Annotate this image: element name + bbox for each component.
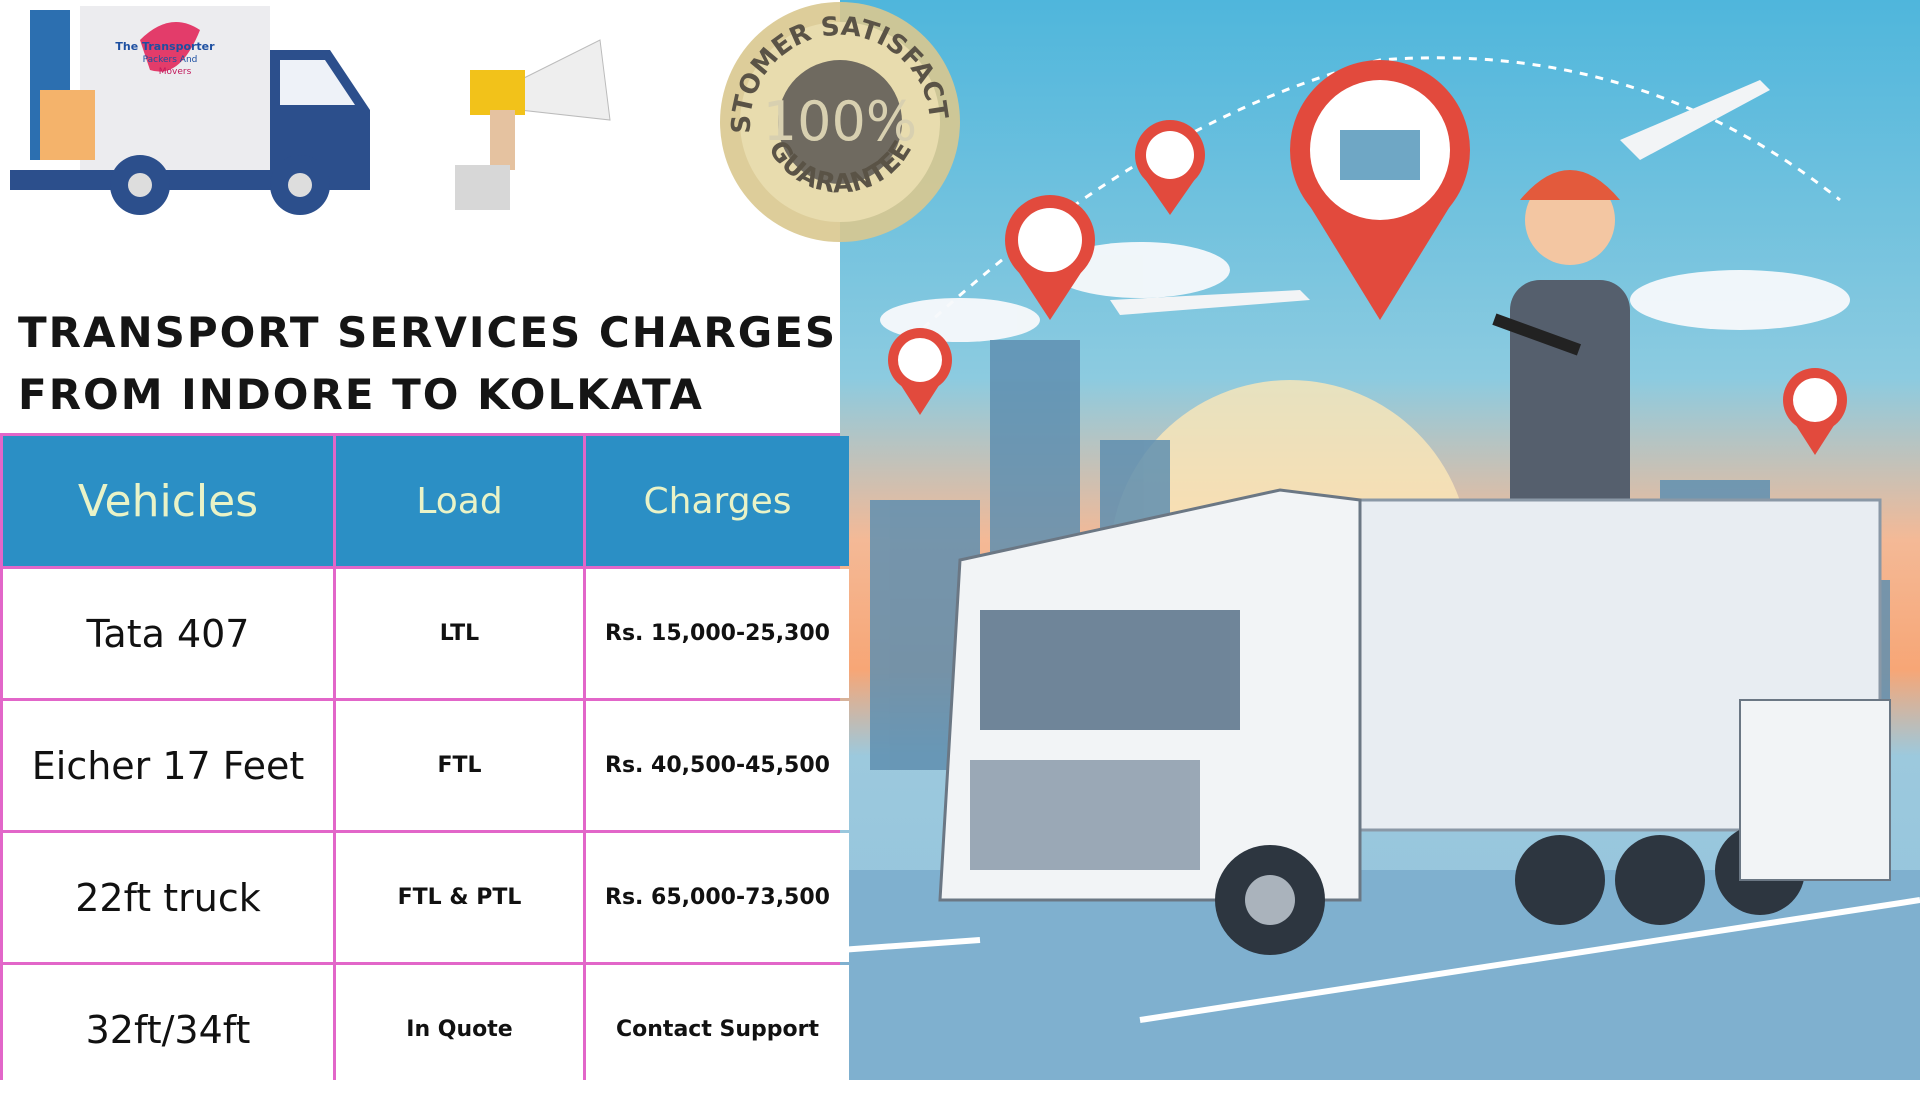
logo-text: The Transporter (115, 40, 215, 53)
illustration (840, 0, 1920, 1080)
title-line: Transport Services Charges (18, 308, 838, 357)
table-cell: Rs. 15,000-25,300 (586, 569, 849, 698)
table-cell: Tata 407 (3, 569, 333, 698)
table-cell: Contact Support (586, 965, 849, 1094)
table-cell: LTL (336, 569, 583, 698)
title-line: From Indore to Kolkata (18, 370, 704, 419)
logo-text: Movers (159, 67, 192, 77)
badge-number: 100% (763, 90, 917, 153)
header-cell: Vehicles (3, 436, 333, 566)
charges-table: Vehicles Load Charges Tata 407 LTL Rs. 15,000… (0, 433, 849, 1094)
table-cell: FTL & PTL (336, 833, 583, 962)
table-cell: Rs. 40,500-45,500 (586, 701, 849, 830)
table-cell: In Quote (336, 965, 583, 1094)
title: Transport Services Charges From Indore t… (18, 302, 837, 426)
table-cell: Rs. 65,000-73,500 (586, 833, 849, 962)
table-cell: FTL (336, 701, 583, 830)
table-cell: 22ft truck (3, 833, 333, 962)
logo-text: Packers And (143, 55, 198, 65)
header-cell: Load (336, 436, 583, 566)
top-graphics: The Transporter Packers And Movers (10, 6, 611, 215)
guarantee-badge: CUSTOMER SATISFACTION 100% GUARANTEE (710, 0, 960, 242)
header-cell: Charges (586, 436, 849, 566)
table-cell: Eicher 17 Feet (3, 701, 333, 830)
table-cell: 32ft/34ft (3, 965, 333, 1094)
